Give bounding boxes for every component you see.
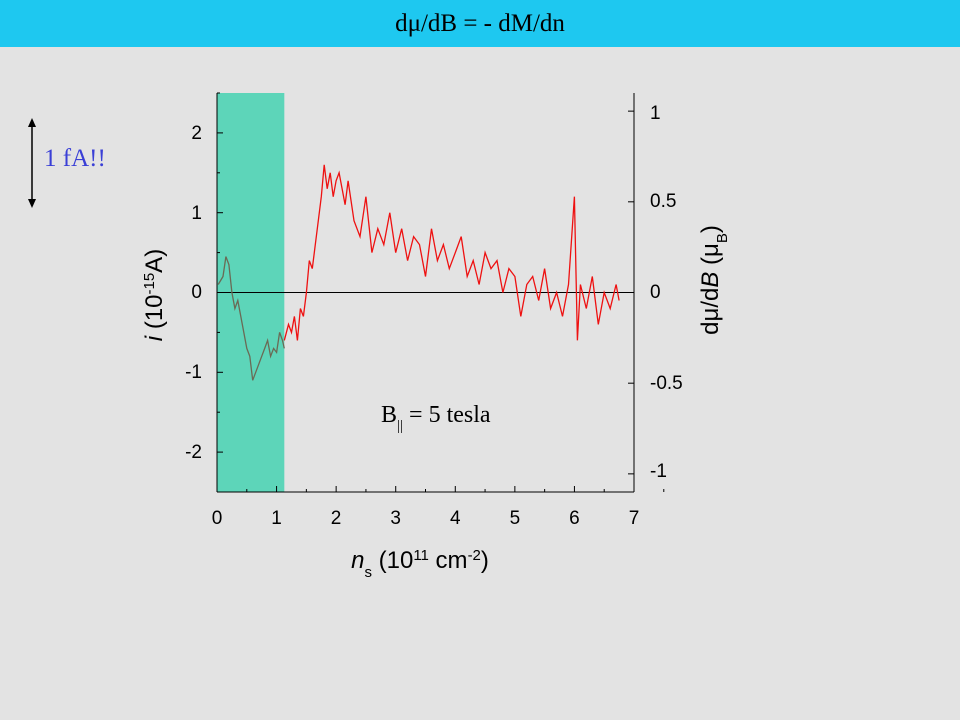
x-tick-label: 6 <box>569 508 580 529</box>
trace-main <box>283 164 620 341</box>
x-tick-label: 3 <box>390 508 401 529</box>
y-tick-labels-left: 2 1 0 -1 -2 <box>185 123 202 463</box>
x-tick-label: 0 <box>212 508 223 529</box>
y-tick-label-right: -0.5 <box>650 373 683 394</box>
y-tick-label-left: 1 <box>191 203 202 224</box>
y-tick-label-right: 0 <box>650 282 661 303</box>
y-axis-label-right: dμ/dB (μB) <box>697 225 731 335</box>
y-tick-label-right: 0.5 <box>650 191 676 212</box>
y-tick-label-left: 2 <box>191 123 202 144</box>
field-annotation: B|| = 5 tesla <box>381 402 491 434</box>
trace-shaded <box>217 256 285 381</box>
x-tick-label: 4 <box>450 508 461 529</box>
y-tick-label-left: -1 <box>185 362 202 383</box>
y-tick-label-right: 1 <box>650 103 661 124</box>
scale-bar-label: 1 fA!! <box>44 145 106 172</box>
scale-bar-arrow <box>28 118 36 208</box>
y-tick-label-left: -2 <box>185 442 202 463</box>
x-tick-label: 7 <box>629 508 640 529</box>
x-tick-labels: 0 1 2 3 4 5 6 7 <box>212 508 640 529</box>
y-tick-label-right: -1 <box>650 461 667 482</box>
x-tick-label: 5 <box>510 508 521 529</box>
x-tick-label: 1 <box>271 508 282 529</box>
x-tick-label: 2 <box>331 508 342 529</box>
y-tick-labels-right: 1 0.5 0 -0.5 -1 <box>650 103 683 482</box>
y-axis-label-left: i (10-15A) <box>141 249 169 341</box>
page-title: dμ/dB = - dM/dn <box>0 0 960 47</box>
x-axis-label: ns (1011 cm-2) <box>351 547 489 581</box>
y-tick-label-left: 0 <box>191 282 202 303</box>
